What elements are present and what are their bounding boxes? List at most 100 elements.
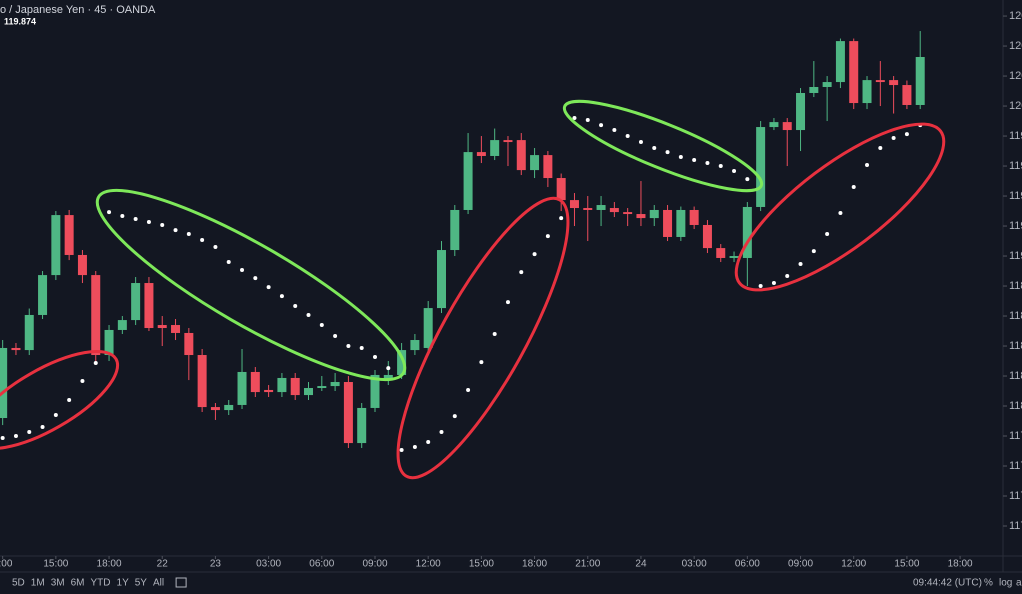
y-tick-label: 119.: [1009, 130, 1022, 142]
candle-body: [277, 377, 287, 393]
x-tick-label: 15:00: [894, 559, 919, 570]
candle-body: [623, 212, 633, 215]
sar-dot: [186, 231, 191, 236]
auto-toggle[interactable]: a: [1016, 578, 1022, 589]
candle-body: [397, 350, 407, 375]
sar-dot: [678, 155, 683, 160]
red-ellipse: [734, 122, 946, 292]
candle-body: [569, 200, 579, 209]
candle-body: [357, 407, 367, 444]
sar-dot: [452, 414, 457, 419]
sar-dot: [160, 222, 165, 227]
sar-dot: [266, 285, 271, 290]
candle-body: [144, 283, 154, 329]
candle-body: [184, 332, 194, 356]
sar-dot: [505, 300, 510, 305]
candle-body: [250, 371, 260, 393]
green-ellipse: [562, 99, 764, 193]
log-toggle[interactable]: log: [999, 578, 1012, 589]
x-tick-label: 24: [635, 559, 647, 570]
clock: 09:44:42 (UTC): [913, 578, 982, 589]
sar-dot: [27, 429, 32, 434]
x-tick-label: 12:00: [841, 559, 866, 570]
candle-body: [702, 224, 712, 249]
sar-dot: [665, 150, 670, 155]
range-button[interactable]: YTD: [91, 578, 111, 589]
sar-dot: [891, 135, 896, 140]
range-button[interactable]: 5D: [12, 578, 25, 589]
candle-body: [902, 85, 912, 105]
sar-dot: [0, 435, 5, 440]
x-tick-label: 2:00: [0, 559, 13, 570]
sar-dot: [865, 162, 870, 167]
x-tick-label: 03:00: [256, 559, 281, 570]
candle-body: [583, 208, 593, 210]
y-tick-label: 117.: [1009, 430, 1022, 442]
candle-body: [503, 140, 513, 143]
candle-body: [104, 329, 114, 356]
sar-dot: [758, 284, 763, 289]
range-button[interactable]: All: [153, 578, 164, 589]
sar-dot: [878, 146, 883, 151]
compare-icon[interactable]: [175, 577, 187, 588]
sar-dot: [67, 398, 72, 403]
y-tick-label: 119.: [1009, 220, 1022, 232]
x-tick-label: 09:00: [788, 559, 813, 570]
sar-dot: [692, 158, 697, 163]
sar-dot: [399, 447, 404, 452]
candle-body: [849, 41, 859, 104]
red-ellipse: [396, 196, 570, 480]
y-tick-label: 118.: [1009, 340, 1022, 352]
sar-dot: [798, 261, 803, 266]
x-tick-label: 15:00: [43, 559, 68, 570]
y-tick-label: 118.: [1009, 370, 1022, 382]
sar-dot: [240, 267, 245, 272]
range-button[interactable]: 5Y: [135, 578, 148, 589]
sar-dot: [652, 146, 657, 151]
y-tick-label: 118.: [1009, 280, 1022, 292]
candle-body: [609, 208, 619, 213]
sar-dot: [599, 123, 604, 128]
range-button[interactable]: 6M: [71, 578, 85, 589]
candle-body: [304, 388, 314, 396]
candle-body: [596, 205, 606, 210]
x-tick-label: 03:00: [682, 559, 707, 570]
sar-dot: [771, 281, 776, 286]
sar-dot: [426, 440, 431, 445]
sar-dot: [705, 161, 710, 166]
candle-body: [716, 248, 726, 258]
sar-dot: [80, 378, 85, 383]
sar-dot: [226, 260, 231, 265]
x-tick-label: 09:00: [362, 559, 387, 570]
sar-dot: [93, 360, 98, 365]
sar-dot: [146, 219, 151, 224]
candle-body: [210, 407, 220, 411]
range-button[interactable]: 1M: [31, 578, 45, 589]
candle-body: [835, 41, 845, 83]
sar-dot: [293, 303, 298, 308]
x-tick-label: 18:00: [948, 559, 973, 570]
y-tick-label: 118.: [1009, 400, 1022, 412]
x-tick-label: 18:00: [97, 559, 122, 570]
candle-body: [463, 152, 473, 210]
sar-dot: [625, 134, 630, 139]
sar-dot: [386, 366, 391, 371]
sar-dot: [359, 345, 364, 350]
x-tick-label: 15:00: [469, 559, 494, 570]
candle-body: [676, 209, 686, 237]
y-tick-label: 120.: [1009, 100, 1022, 112]
candle-body: [875, 80, 885, 83]
range-button[interactable]: 1Y: [117, 578, 130, 589]
y-tick-label: 119.: [1009, 190, 1022, 202]
sar-dot: [279, 294, 284, 299]
range-button[interactable]: 3M: [51, 578, 65, 589]
candle-body: [237, 371, 247, 405]
sar-dot: [173, 228, 178, 233]
sar-dot: [466, 387, 471, 392]
sar-dot: [319, 323, 324, 328]
sar-dot: [745, 177, 750, 182]
percent-toggle[interactable]: %: [984, 578, 993, 589]
sar-dot: [492, 332, 497, 337]
sar-dot: [213, 245, 218, 250]
